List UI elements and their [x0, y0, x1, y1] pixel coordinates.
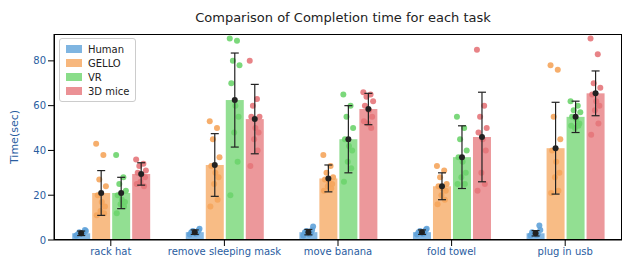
svg-text:0: 0: [40, 235, 46, 246]
svg-text:move banana: move banana: [304, 246, 373, 257]
html-text:3D mice: 3D mice: [88, 85, 130, 97]
html-text:Human: Human: [88, 43, 125, 55]
svg-text:60: 60: [33, 100, 46, 111]
svg-text:remove sleeping mask: remove sleeping mask: [168, 246, 282, 257]
svg-text:fold towel: fold towel: [427, 246, 476, 257]
svg-text:rack hat: rack hat: [90, 246, 131, 257]
html-text:Comparison of Completion time: Comparison of Completion time for each t…: [195, 10, 491, 25]
svg-text:plug in usb: plug in usb: [538, 246, 593, 257]
svg-text:20: 20: [33, 190, 46, 201]
svg-text:80: 80: [33, 55, 46, 66]
svg-text:40: 40: [33, 145, 46, 156]
html-text:VR: VR: [88, 71, 102, 83]
html-text:GELLO: GELLO: [88, 57, 121, 69]
svg-text:Time(sec): Time(sec): [8, 110, 21, 165]
